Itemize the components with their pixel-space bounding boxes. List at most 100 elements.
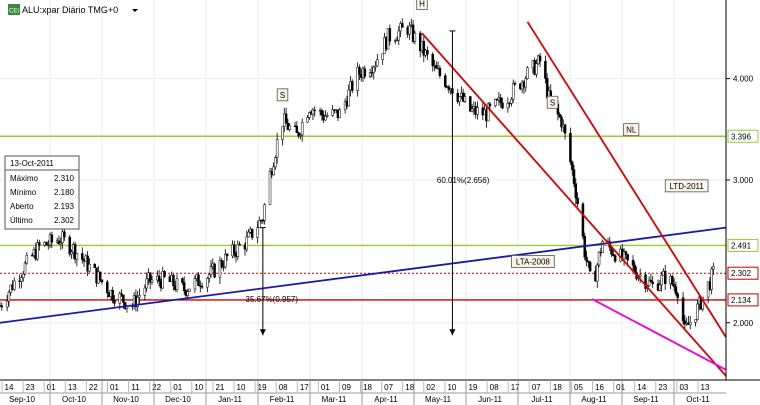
candle-body (601, 241, 604, 253)
y-tick-label: 3.000 (733, 176, 754, 185)
marker-label-drop2: 35.67%(0.957) (246, 295, 299, 304)
candle-body (122, 294, 125, 303)
candle-body (671, 276, 674, 285)
symbol-icon (8, 4, 20, 15)
x-month-label: Sep-10 (9, 395, 35, 404)
candle-body (581, 203, 585, 237)
candle-body (560, 116, 563, 128)
candle-body (696, 303, 699, 320)
candle-body (21, 273, 25, 279)
x-day-label: 18 (553, 383, 562, 392)
candle-body (376, 59, 379, 67)
x-month-label: May-11 (425, 395, 452, 404)
candle-body (224, 253, 227, 268)
candle-body (258, 220, 261, 228)
candle-body (638, 274, 642, 277)
measure-arrow-head (449, 329, 456, 336)
candle-body (511, 83, 515, 100)
x-month-label: Apr-11 (374, 395, 398, 404)
candle-body (381, 53, 384, 60)
candle-body (57, 240, 61, 245)
candle-body (658, 284, 662, 291)
candle-body (663, 271, 667, 284)
symbol-icon-text: CEI (9, 9, 19, 15)
trendline (0, 226, 727, 324)
candle-body (68, 236, 71, 255)
candle-body (299, 134, 302, 137)
candle-body (106, 281, 109, 294)
candle-body (501, 102, 504, 109)
info-row-value: 2.310 (54, 174, 75, 183)
candle-body (300, 121, 304, 136)
candle-body (363, 68, 367, 77)
marker-label-LTD: LTD-2011 (669, 182, 704, 191)
trendline (421, 32, 727, 377)
candle-body (535, 63, 538, 75)
candle-body (660, 274, 663, 286)
dropdown-arrow-icon[interactable] (132, 9, 138, 12)
candle-body (438, 68, 442, 76)
x-month-label: Sep-11 (633, 395, 659, 404)
candle-body (188, 288, 191, 292)
x-day-label: 19 (258, 383, 267, 392)
y-line-label: 2.134 (731, 296, 752, 305)
candle-body (245, 236, 249, 250)
marker-box-NL (623, 123, 640, 137)
marker-box-LTA (511, 255, 555, 268)
candle-body (36, 242, 39, 260)
candle-body (651, 281, 654, 284)
candle-body (413, 32, 417, 42)
candle-body (676, 293, 679, 299)
info-row-value: 2.193 (54, 202, 75, 211)
candle-body (476, 107, 479, 115)
candle-body (613, 255, 617, 262)
candle-body (308, 112, 311, 118)
candle-body (626, 253, 629, 261)
candle-body (325, 115, 329, 117)
candle-body (13, 280, 16, 290)
x-day-label: 14 (637, 383, 646, 392)
candle-body (199, 285, 202, 287)
candle-body (681, 297, 685, 322)
info-row-label: Máximo (10, 174, 39, 183)
candle-body (588, 261, 592, 272)
candle-body (538, 55, 542, 62)
x-day-label: 13 (701, 383, 710, 392)
x-day-label: 18 (405, 383, 414, 392)
candle-body (193, 278, 197, 290)
candle-body (311, 109, 315, 115)
candle-body (73, 244, 77, 260)
chart-header[interactable]: CEI ALU:xpar Diário TMG+0 (8, 4, 138, 15)
trendline (526, 21, 727, 338)
candle-body (470, 108, 474, 112)
info-rows: Máximo 2.310 Mínimo 2.180 Aberto 2.193 Último 2… (10, 174, 75, 225)
candle-body (20, 277, 23, 282)
candle-body (499, 97, 502, 104)
candle-body (422, 40, 426, 56)
x-month-label: Aug-11 (581, 395, 607, 404)
candle-body (374, 65, 377, 68)
y-line-label-box (727, 129, 759, 143)
candle-body (426, 50, 429, 55)
candle-body (118, 293, 122, 304)
x-day-label: 03 (679, 383, 688, 392)
candle-body (710, 268, 713, 290)
y-line-label: 2.491 (731, 241, 752, 250)
ohlc-info-box: 13-Oct-2011 Máximo 2.310 Mínimo 2.180 Aberto… (4, 155, 80, 230)
candle-body (207, 274, 211, 279)
x-day-label: 23 (26, 383, 35, 392)
candle-body (612, 254, 615, 256)
candle-body (50, 234, 54, 243)
candle-body (233, 244, 236, 255)
x-day-label: 11 (131, 383, 140, 392)
candle-body (672, 284, 676, 288)
y-axis-panel (726, 0, 760, 380)
candle-body (347, 89, 350, 107)
candle-body (120, 293, 123, 296)
candle-body (558, 114, 561, 118)
candle-body (694, 319, 697, 323)
y-line-label-box (727, 266, 759, 280)
x-day-label: 17 (300, 383, 309, 392)
x-day-label: 22 (152, 383, 161, 392)
